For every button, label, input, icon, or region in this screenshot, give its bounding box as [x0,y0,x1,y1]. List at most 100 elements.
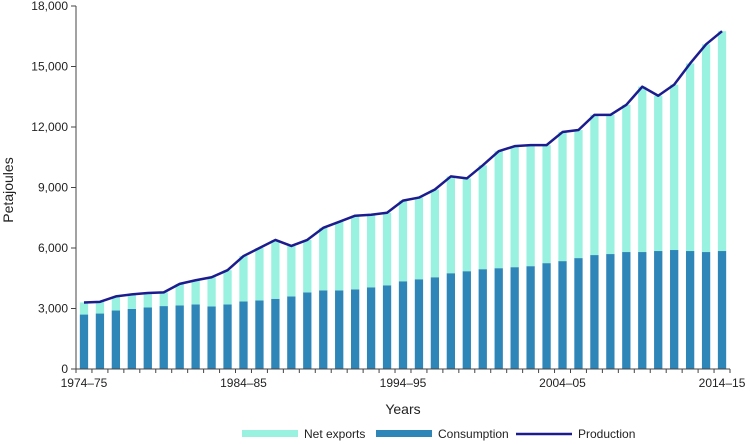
bar-consumption [350,289,360,369]
bar-net-exports [526,145,535,267]
bar-consumption [159,306,168,369]
bar-consumption [79,314,89,369]
bar-consumption [446,273,456,369]
bar-consumption [638,252,647,369]
bar-net-exports [271,239,280,299]
bar-net-exports [654,95,663,252]
bar-consumption [430,277,440,369]
bar-net-exports [398,200,408,282]
x-tick-label: 1994–95 [380,376,427,390]
bar-net-exports [111,296,121,311]
y-ticks: 0 3,000 6,000 9,000 12,000 15,000 18,000 [31,0,76,376]
legend-label-consumption: Consumption [438,427,509,441]
bar-consumption [526,266,535,369]
bar-net-exports [335,221,344,291]
legend-label-net-exports: Net exports [304,427,365,441]
bar-net-exports [685,63,695,252]
bar-net-exports [191,280,200,305]
bar-consumption [510,267,519,369]
bar-consumption [255,300,264,369]
bar-consumption [685,251,695,369]
bars-layer [79,31,727,369]
bar-net-exports [414,197,424,280]
bar-consumption [414,279,424,369]
y-axis-title: Petajoules [0,157,16,222]
bar-net-exports [606,114,615,255]
bar-net-exports [175,283,184,306]
bar-consumption [111,310,121,369]
bar-net-exports [510,146,519,268]
x-tick-label: 2004–05 [539,376,586,390]
bar-net-exports [207,277,216,307]
legend-swatch-net-exports [242,430,298,437]
bar-consumption [335,290,344,369]
bar-consumption [717,251,727,369]
bar-net-exports [590,114,599,256]
bar-net-exports [366,214,376,288]
bar-consumption [207,306,216,369]
bar-net-exports [717,31,727,252]
bar-consumption [590,255,599,369]
production-line [83,30,723,304]
bar-consumption [271,298,280,369]
bar-consumption [239,301,248,369]
bar-consumption [398,281,408,369]
bar-net-exports [350,215,360,290]
bar-net-exports [79,302,89,315]
y-tick-label: 15,000 [31,60,68,74]
bar-net-exports [701,44,711,253]
legend-label-production: Production [578,427,635,441]
bar-net-exports [574,130,583,259]
bar-net-exports [446,176,456,274]
bar-net-exports [542,145,551,264]
y-tick-label: 9,000 [38,181,68,195]
bar-net-exports [319,227,328,291]
legend: Net exports Consumption Production [242,427,635,441]
bar-net-exports [558,132,567,262]
bar-consumption [701,252,711,369]
production-line-layer [83,30,723,304]
y-tick-label: 18,000 [31,0,68,13]
y-tick-label: 6,000 [38,241,68,255]
bar-net-exports [478,165,487,270]
bar-consumption [670,250,679,369]
bar-net-exports [95,301,105,314]
bar-consumption [287,296,296,369]
x-axis-title: Years [385,401,420,417]
bar-net-exports [127,294,136,309]
bar-consumption [606,254,615,369]
bar-net-exports [462,178,471,272]
bar-consumption [654,251,663,369]
bar-consumption [191,304,200,369]
bar-consumption [223,304,232,369]
x-tick-label: 1984–85 [220,376,267,390]
bar-net-exports [255,248,264,301]
bar-consumption [542,263,551,369]
bar-consumption [366,287,376,369]
bar-net-exports [638,86,647,253]
bar-net-exports [670,84,679,251]
bar-consumption [319,290,328,369]
y-tick-label: 12,000 [31,120,68,134]
bar-consumption [558,261,567,369]
bar-net-exports [430,189,440,278]
bar-net-exports [382,212,392,286]
bar-net-exports [223,270,232,305]
bar-net-exports [239,256,248,302]
bar-consumption [478,269,487,369]
bar-consumption [95,313,105,369]
y-tick-label: 0 [61,362,68,376]
bar-consumption [574,258,583,369]
legend-swatch-consumption [376,430,432,437]
x-tick-label: 1974–75 [61,376,108,390]
bar-consumption [143,307,152,369]
y-tick-label: 3,000 [38,302,68,316]
bar-consumption [622,252,631,369]
x-ticks: 1974–75 1984–85 1994–95 2004–05 2014–15 [61,369,746,390]
bar-net-exports [159,292,168,307]
bar-consumption [462,271,471,369]
bar-net-exports [303,239,312,293]
bar-consumption [303,292,312,369]
bar-net-exports [287,245,296,297]
